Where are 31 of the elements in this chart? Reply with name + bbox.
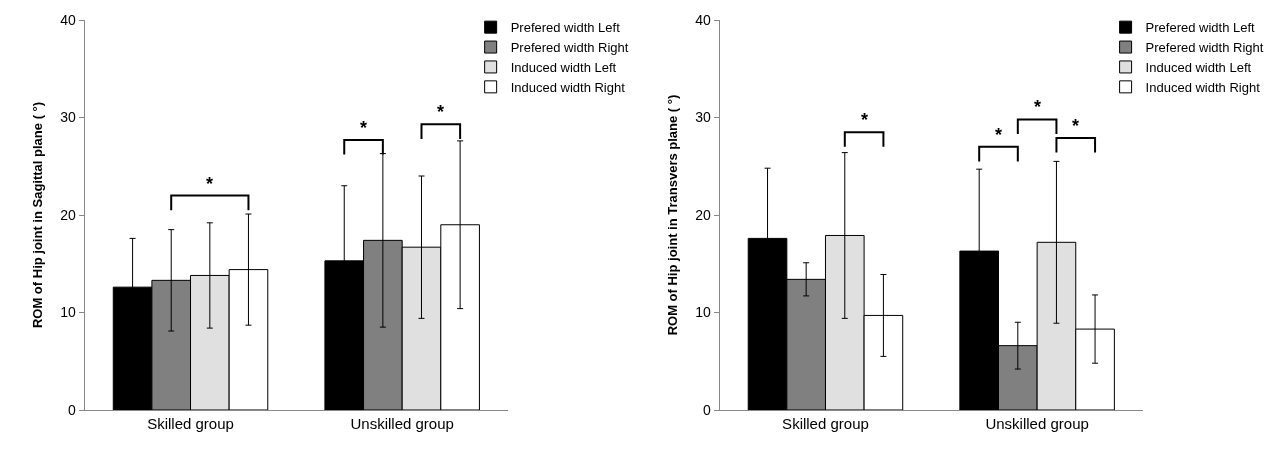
legend-label: Induced width Left [510, 60, 617, 76]
x-tick-label: Unskilled group [985, 415, 1089, 432]
y-tick-label: 20 [695, 206, 712, 223]
annotation: * [206, 174, 214, 194]
y-tick-label: 30 [695, 109, 712, 126]
y-tick-label: 40 [695, 11, 712, 28]
annotation: * [1034, 97, 1042, 117]
y-tick-label: 30 [60, 109, 77, 126]
x-tick-label: Unskilled group [350, 415, 454, 432]
annotation: * [995, 125, 1003, 145]
x-tick-label: Skilled group [782, 415, 869, 432]
annotation: * [360, 118, 368, 138]
y-tick-label: 0 [703, 401, 712, 418]
annotation: * [437, 102, 445, 122]
legend-label: Induced width Right [510, 79, 626, 95]
y-tick-label: 0 [68, 401, 77, 418]
legend-label: Induced width Left [1145, 60, 1252, 76]
y-tick-label: 40 [60, 11, 77, 28]
y-tick-label: 10 [60, 304, 77, 321]
annotation: * [861, 110, 869, 130]
x-tick-label: Skilled group [147, 415, 234, 432]
legend-label: Induced width Right [1145, 79, 1261, 95]
legend-label: Prefered width Left [510, 20, 621, 36]
y-tick-label: 10 [695, 304, 712, 321]
y-tick-label: 20 [60, 206, 77, 223]
y-axis-title: ROM of Hip joint in Transvers plane ( °) [665, 94, 681, 336]
legend-label: Prefered width Right [1145, 40, 1264, 56]
legend-label: Prefered width Right [510, 40, 629, 56]
y-axis-title: ROM of Hip joint in Sagittal plane ( °) [30, 101, 46, 329]
legend-label: Prefered width Left [1145, 20, 1256, 36]
annotation: * [1072, 116, 1080, 136]
